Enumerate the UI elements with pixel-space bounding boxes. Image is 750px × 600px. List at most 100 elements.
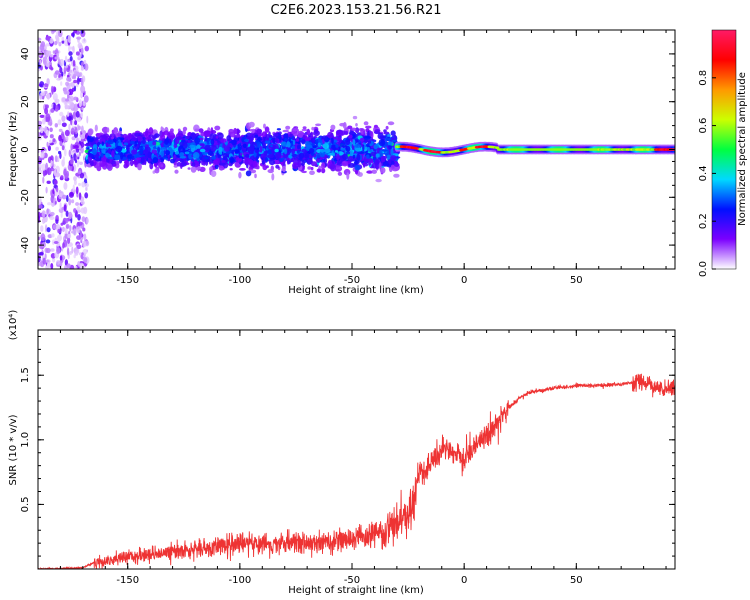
band-blob <box>211 130 217 134</box>
band-blob <box>354 144 362 148</box>
noise-blob <box>39 81 45 88</box>
noise-blob <box>83 95 89 103</box>
band-blob <box>264 140 271 144</box>
noise-blob <box>61 122 67 128</box>
band-blob <box>367 140 372 144</box>
band-blob <box>92 148 97 156</box>
band-blob <box>248 121 255 128</box>
noise-blob <box>77 214 81 221</box>
noise-blob <box>59 193 63 197</box>
noise-blob <box>46 227 51 233</box>
band-blob <box>382 135 387 139</box>
band-blob <box>135 157 141 161</box>
noise-blob <box>80 80 84 87</box>
noise-blob <box>67 34 72 43</box>
noise-blob <box>56 186 59 193</box>
band-blob <box>334 150 339 153</box>
band-blob <box>262 160 265 165</box>
noise-blob <box>41 210 46 218</box>
band-blob <box>111 150 115 158</box>
band-blob <box>218 146 223 153</box>
noise-blob <box>46 62 50 68</box>
noise-blob <box>83 59 87 65</box>
noise-blob <box>47 234 53 239</box>
band-blob <box>296 149 300 154</box>
noise-blob <box>52 257 56 263</box>
noise-blob <box>65 223 70 229</box>
band-blob <box>174 169 179 174</box>
noise-blob <box>85 186 88 191</box>
noise-blob <box>81 106 84 111</box>
band-blob <box>378 139 386 147</box>
band-blob <box>310 166 314 171</box>
band-blob <box>107 156 114 160</box>
noise-blob <box>56 52 60 57</box>
noise-blob <box>57 58 61 65</box>
noise-blob <box>49 139 52 144</box>
noise-blob <box>50 108 55 113</box>
noise-blob <box>71 199 75 204</box>
band-blob <box>390 155 397 161</box>
noise-blob <box>76 161 79 168</box>
band-blob <box>284 137 288 142</box>
band-blob <box>174 150 180 155</box>
band-blob <box>273 132 279 137</box>
noise-blob <box>38 251 44 256</box>
noise-blob <box>62 156 65 162</box>
band-blob <box>199 137 204 141</box>
band-blob <box>144 132 148 137</box>
band-blob <box>345 151 350 155</box>
noise-blob <box>38 167 41 172</box>
band-blob <box>192 152 200 159</box>
noise-blob <box>83 233 87 241</box>
noise-blob <box>44 104 49 109</box>
band-blob <box>354 147 362 152</box>
band-blob <box>393 162 400 167</box>
band-blob <box>209 161 212 165</box>
band-blob <box>176 162 182 167</box>
noise-blob <box>66 194 69 203</box>
colorbar-gradient <box>711 29 737 270</box>
snr-y-label: SNR (10 * v/v) <box>8 414 19 485</box>
noise-blob <box>44 44 47 51</box>
noise-blob <box>52 188 55 195</box>
noise-blob <box>82 240 87 248</box>
noise-blob <box>65 136 69 142</box>
band-blob <box>180 161 187 167</box>
band-blob <box>387 121 395 126</box>
band-blob <box>292 139 296 146</box>
colorbar-tick-label: 0.4 <box>698 165 709 181</box>
spectrogram-x-label: Height of straight line (km) <box>288 285 424 296</box>
band-blob <box>380 155 388 160</box>
noise-blob <box>63 168 67 176</box>
noise-blob <box>41 118 46 125</box>
noise-blob <box>40 41 46 48</box>
band-blob <box>194 137 201 145</box>
colorbar-tick-label: 0.2 <box>698 213 709 229</box>
y-tick-label: 1.0 <box>20 432 31 448</box>
band-blob <box>125 160 130 168</box>
snr-x-label: Height of straight line (km) <box>288 585 424 596</box>
noise-blob <box>76 36 82 40</box>
noise-blob <box>62 242 65 249</box>
noise-blob <box>80 111 84 118</box>
noise-blob <box>73 208 77 213</box>
noise-blob <box>39 126 44 134</box>
noise-blob <box>80 47 84 55</box>
band-blob <box>309 170 315 175</box>
noise-blob <box>75 186 79 195</box>
band-blob <box>194 128 199 132</box>
spectrogram-x-ticks: -150 -100 -50 0 50 <box>37 30 667 286</box>
band-blob <box>341 160 349 167</box>
noise-blob <box>70 127 75 135</box>
noise-blob <box>75 110 80 118</box>
band-blob <box>204 144 211 151</box>
band-blob <box>288 147 292 154</box>
noise-blob <box>54 105 59 112</box>
band-blob <box>302 134 306 140</box>
band-blob <box>247 159 254 165</box>
noise-blob <box>57 30 63 38</box>
band-blob <box>223 145 230 152</box>
band-blob <box>302 126 307 130</box>
